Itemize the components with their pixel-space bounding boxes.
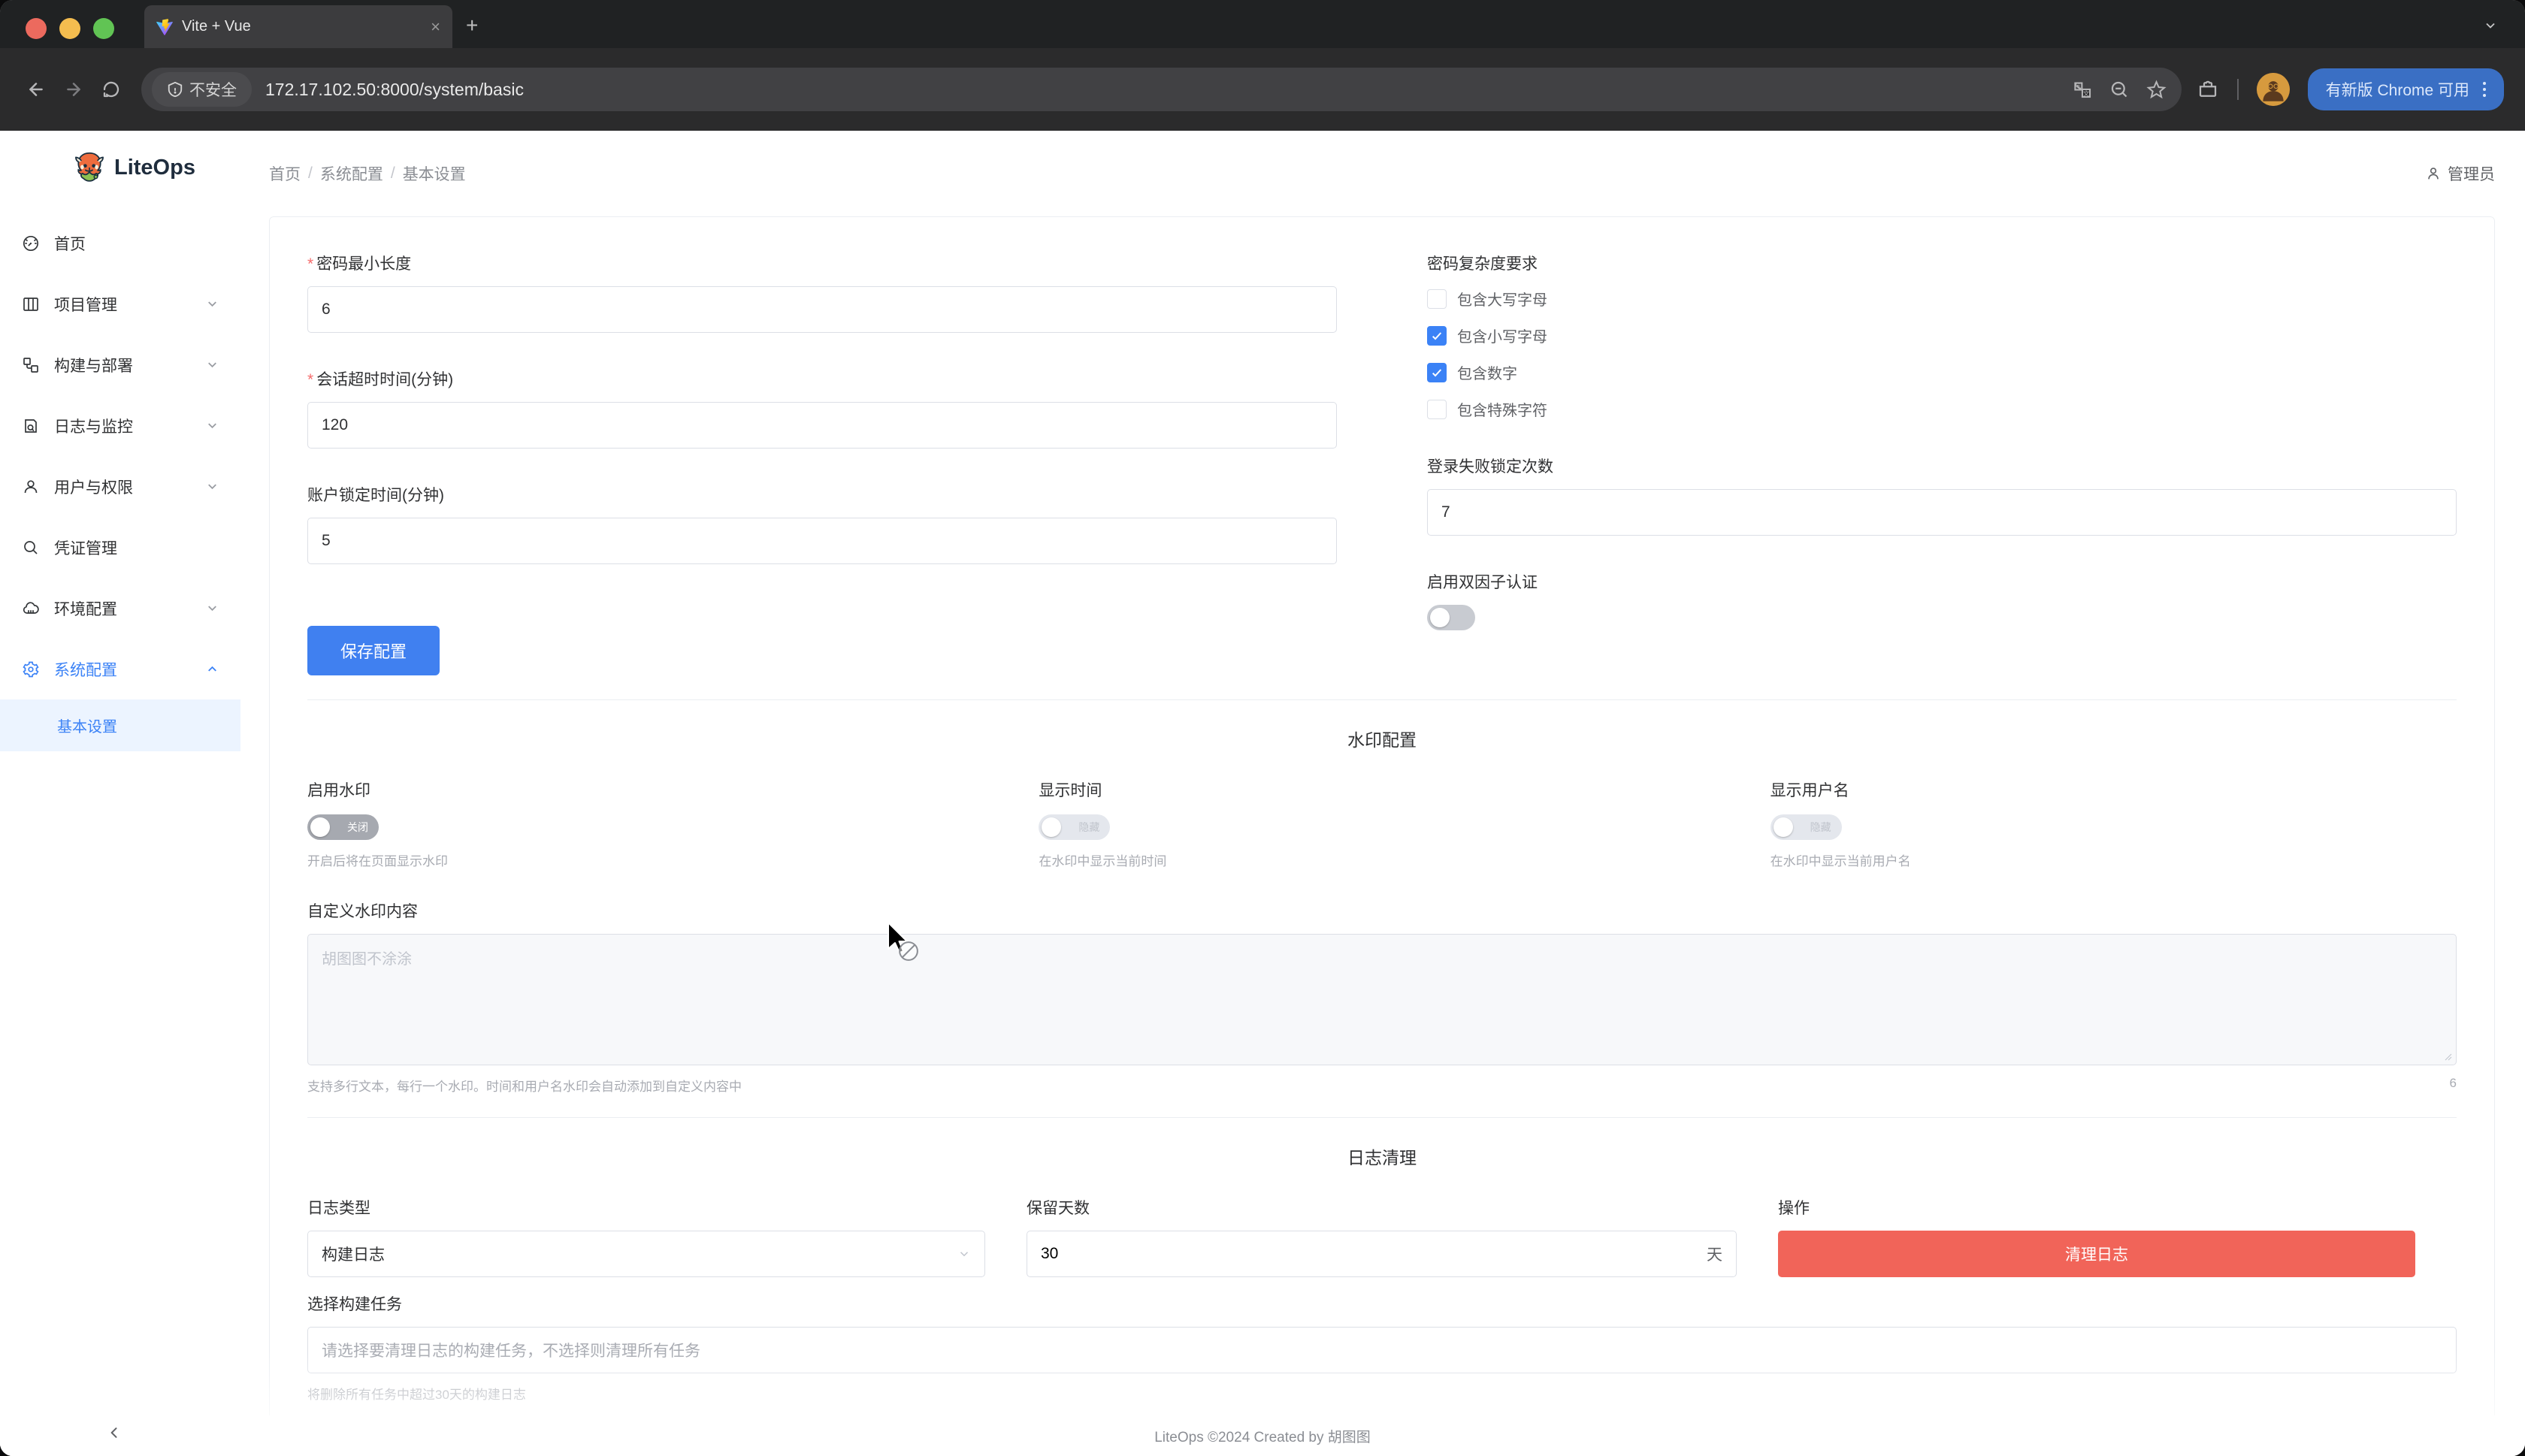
svg-text:文: 文 xyxy=(2083,89,2090,97)
svg-text:G: G xyxy=(2076,82,2080,89)
